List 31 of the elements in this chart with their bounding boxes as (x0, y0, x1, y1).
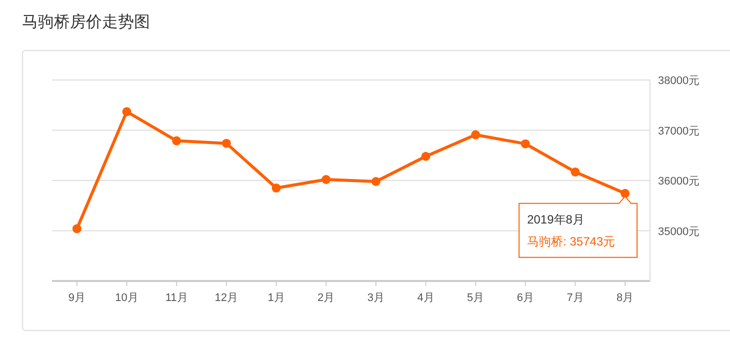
x-tick-label: 5月 (467, 292, 484, 304)
y-tick-label: 36000元 (658, 176, 700, 188)
point (570, 167, 580, 176)
point (72, 224, 82, 234)
x-tick-label: 2月 (318, 292, 335, 304)
y-tick-label: 35000元 (658, 226, 700, 238)
point (272, 184, 281, 193)
y-tick-label: 38000元 (658, 75, 700, 87)
point (222, 138, 231, 148)
x-tick-label: 4月 (417, 292, 434, 304)
x-tick-label: 7月 (566, 292, 584, 304)
point (471, 130, 480, 140)
chart-title: 马驹桥房价走势图 (22, 13, 150, 31)
point (172, 136, 182, 146)
point (322, 174, 331, 184)
point (620, 188, 630, 198)
point (122, 107, 132, 116)
x-tick-label: 12月 (214, 292, 238, 304)
x-tick-label: 8月 (616, 292, 634, 304)
annotation: 2019年8月 (527, 212, 584, 226)
annotation: 马驹桥: 35743元 (527, 234, 616, 248)
x-tick-label: 6月 (516, 292, 534, 304)
x-tick-label: 1月 (268, 292, 285, 304)
point (421, 152, 430, 161)
x-tick-label: 3月 (367, 292, 384, 304)
x-tick-label: 9月 (68, 292, 86, 304)
point (371, 177, 380, 186)
x-tick-label: 11月 (165, 292, 188, 304)
x-tick-label: 10月 (115, 292, 138, 304)
y-tick-label: 37000元 (658, 125, 700, 138)
point (520, 139, 530, 148)
